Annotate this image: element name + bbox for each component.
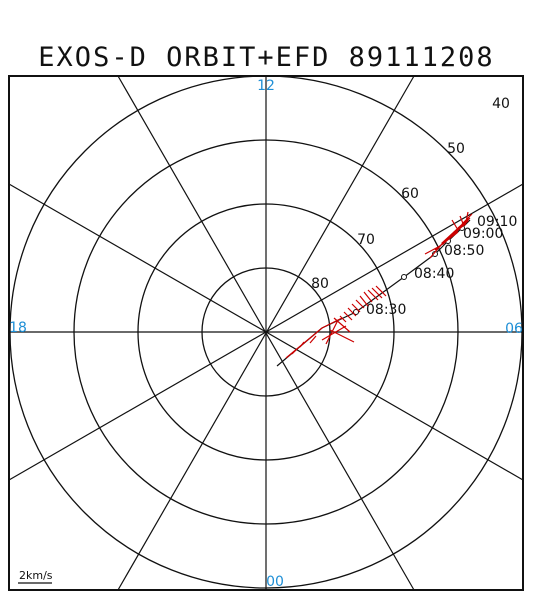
lat-label-40: 40 [492, 96, 510, 112]
time-label-0840: 08:40 [414, 266, 454, 282]
mlt-label-right: 06 [505, 321, 523, 337]
plot-title: EXOS-D ORBIT+EFD 89111208 [38, 42, 495, 73]
lat-label-70: 70 [357, 232, 375, 248]
efd-track-thick [441, 219, 469, 245]
scale-label: 2km/s [19, 569, 53, 582]
mlt-label-bottom: 00 [266, 574, 284, 590]
time-label-0830: 08:30 [366, 302, 406, 318]
efd-vector-group-2 [321, 317, 355, 345]
time-label-0850: 08:50 [444, 243, 484, 259]
radial-lines [8, 75, 524, 591]
efd-vectors [285, 211, 473, 359]
efd-vector-group-1 [291, 335, 317, 355]
mlt-label-top: 12 [257, 78, 275, 94]
mlt-label-left: 18 [9, 320, 27, 336]
lat-label-50: 50 [447, 141, 465, 157]
radial-line-d [8, 183, 524, 481]
time-label-0910: 09:10 [477, 214, 517, 230]
lat-label-80: 80 [311, 276, 329, 292]
time-label-0900: 09:00 [463, 226, 503, 242]
efd-vector-group-3 [339, 285, 387, 323]
radial-line-b [117, 75, 415, 591]
time-marker-0840 [401, 274, 407, 280]
lat-label-60: 60 [401, 186, 419, 202]
time-marker-0830 [353, 309, 359, 315]
